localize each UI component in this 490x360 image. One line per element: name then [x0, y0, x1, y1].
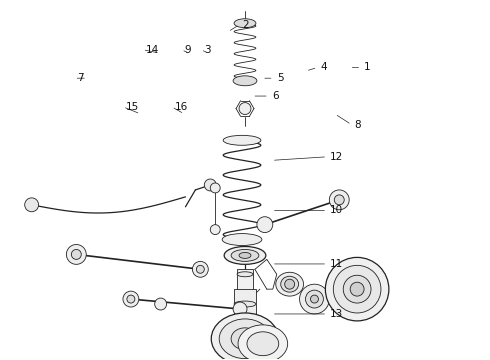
Circle shape [210, 183, 220, 193]
Ellipse shape [247, 332, 279, 356]
Ellipse shape [223, 135, 261, 145]
Ellipse shape [222, 234, 262, 246]
Circle shape [72, 249, 81, 260]
Ellipse shape [233, 76, 257, 86]
Text: 16: 16 [174, 102, 188, 112]
Ellipse shape [234, 19, 256, 28]
Ellipse shape [219, 319, 271, 359]
Circle shape [196, 265, 204, 273]
Ellipse shape [234, 301, 256, 307]
Circle shape [311, 295, 319, 303]
Circle shape [350, 282, 364, 296]
Text: 7: 7 [77, 73, 84, 83]
Circle shape [155, 298, 167, 310]
Bar [234, 289, 256, 339]
Bar [237, 269, 253, 304]
Ellipse shape [224, 247, 266, 264]
Text: 14: 14 [146, 45, 159, 55]
Text: 6: 6 [272, 91, 278, 101]
Text: 1: 1 [364, 63, 371, 72]
Text: 15: 15 [126, 102, 139, 112]
Circle shape [257, 217, 273, 233]
Text: 2: 2 [243, 19, 249, 30]
Ellipse shape [211, 313, 279, 360]
Text: 9: 9 [184, 45, 191, 55]
Text: 13: 13 [330, 309, 343, 319]
Bar [232, 329, 258, 339]
Circle shape [334, 195, 344, 205]
Ellipse shape [239, 252, 251, 258]
Ellipse shape [276, 272, 303, 296]
Circle shape [66, 244, 86, 264]
Ellipse shape [237, 272, 253, 277]
Ellipse shape [232, 335, 258, 343]
Circle shape [325, 257, 389, 321]
Circle shape [123, 291, 139, 307]
Text: 11: 11 [330, 259, 343, 269]
Text: 8: 8 [354, 120, 361, 130]
Circle shape [204, 179, 216, 191]
Circle shape [24, 198, 39, 212]
Ellipse shape [281, 276, 298, 292]
Circle shape [210, 225, 220, 235]
Text: 12: 12 [330, 152, 343, 162]
Text: 3: 3 [204, 45, 210, 55]
Circle shape [329, 190, 349, 210]
Text: 4: 4 [320, 63, 327, 72]
Circle shape [343, 275, 371, 303]
Circle shape [193, 261, 208, 277]
Ellipse shape [231, 249, 259, 261]
Text: 10: 10 [330, 205, 343, 215]
Circle shape [239, 103, 251, 114]
Ellipse shape [231, 328, 259, 350]
Ellipse shape [238, 325, 288, 360]
Circle shape [285, 279, 294, 289]
Circle shape [333, 265, 381, 313]
Circle shape [299, 284, 329, 314]
Circle shape [127, 295, 135, 303]
Text: 5: 5 [277, 73, 283, 83]
Circle shape [306, 290, 323, 308]
Circle shape [233, 302, 247, 316]
